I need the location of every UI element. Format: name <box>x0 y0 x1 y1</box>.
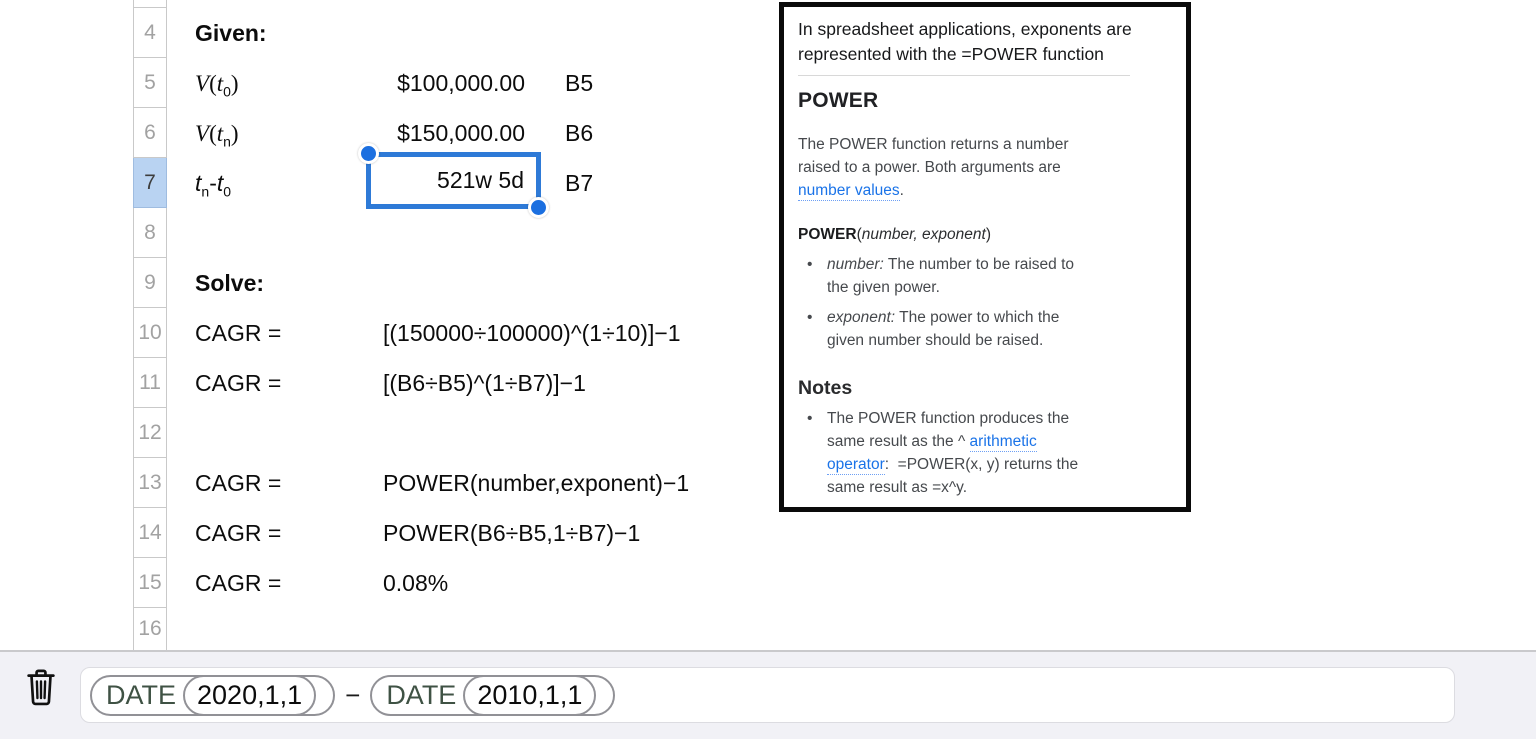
row-header-16[interactable]: 16 <box>133 608 167 650</box>
sheet-row-13: CAGR = POWER(number,exponent)−1 <box>0 458 779 508</box>
row-header-5[interactable]: 5 <box>133 58 167 108</box>
row-header-11[interactable]: 11 <box>133 358 167 408</box>
row-header-12[interactable]: 12 <box>133 408 167 458</box>
cell-c5-ref[interactable]: B5 <box>565 70 594 96</box>
cell-b13-formula[interactable]: POWER(number,exponent)−1 <box>383 470 690 496</box>
row-header-13[interactable]: 13 <box>133 458 167 508</box>
row-header-6[interactable]: 6 <box>133 108 167 158</box>
row-header-8[interactable]: 8 <box>133 208 167 258</box>
power-description: The POWER function returns a number rais… <box>798 136 1069 201</box>
cell-b11-formula[interactable]: [(B6÷B5)^(1÷B7)]−1 <box>383 370 586 396</box>
cell-a9-solve[interactable]: Solve: <box>195 270 265 296</box>
row-header-stub <box>133 0 167 8</box>
sheet-row-11: CAGR = [(B6÷B5)^(1÷B7)]−1 <box>0 358 779 408</box>
cell-b5-value[interactable]: $100,000.00 <box>397 70 525 96</box>
row-header-column: 4 5 6 7 8 9 10 11 12 13 14 15 16 <box>133 0 167 652</box>
cell-a14-cagr[interactable]: CAGR = <box>195 520 282 546</box>
row-header-10[interactable]: 10 <box>133 308 167 358</box>
power-function-help-panel: In spreadsheet applications, exponents a… <box>779 2 1191 512</box>
note-item: The POWER function produces the same res… <box>798 407 1086 499</box>
cell-c6-ref[interactable]: B6 <box>565 120 594 146</box>
help-panel-intro: In spreadsheet applications, exponents a… <box>798 19 1132 64</box>
sheet-row-14: CAGR = POWER(B6÷B5,1÷B7)−1 <box>0 508 779 558</box>
arithmetic-operator-link[interactable]: arithmetic operator <box>827 433 1037 475</box>
cell-a11-cagr[interactable]: CAGR = <box>195 370 282 396</box>
sheet-row-6: V(tn) B6 $150,000.00 <box>0 108 779 158</box>
sheet-row-5: V(t0) $100,000.00 B5 <box>0 58 779 108</box>
function-name: DATE <box>106 679 177 710</box>
row-header-9[interactable]: 9 <box>133 258 167 308</box>
param-number: number: The number to be raised to the g… <box>798 253 1098 299</box>
date-function-token-1[interactable]: DATE 2020,1,1 <box>90 674 336 716</box>
sheet-row-10: CAGR = [(150000÷100000)^(1÷10)]−1 <box>0 308 779 358</box>
trash-icon <box>22 669 60 713</box>
cell-a6-label[interactable]: V(tn) <box>195 121 239 150</box>
row-header-14[interactable]: 14 <box>133 508 167 558</box>
selected-cell-value: 521w 5d <box>437 167 524 193</box>
row-header-4[interactable]: 4 <box>133 8 167 58</box>
selection-handle-top-left[interactable] <box>358 143 379 164</box>
power-params-list: number: The number to be raised to the g… <box>798 253 1172 352</box>
sheet-row-9: Solve: <box>0 258 779 308</box>
function-name: DATE <box>386 679 457 710</box>
power-signature: POWER(number, exponent) <box>798 226 991 243</box>
date-function-token-2[interactable]: DATE 2010,1,1 <box>370 674 616 716</box>
power-title: POWER <box>798 89 879 112</box>
number-values-link[interactable]: number values <box>798 182 900 201</box>
formula-bar: DATE 2020,1,1 − DATE 2010,1,1 <box>0 650 1536 739</box>
cell-a5-label[interactable]: V(t0) <box>195 71 239 100</box>
cell-b14-formula[interactable]: POWER(B6÷B5,1÷B7)−1 <box>383 520 641 546</box>
sheet-row-15: CAGR = 0.08% <box>0 558 779 608</box>
selection-handle-bottom-right[interactable] <box>528 197 549 218</box>
cell-b15-formula[interactable]: 0.08% <box>383 570 449 596</box>
selected-cell-b7[interactable]: 521w 5d <box>358 143 549 218</box>
sheet-row-7: tn-t0 B7 <box>0 158 779 208</box>
param-exponent: exponent: The power to which the given n… <box>798 306 1098 352</box>
cell-c7-ref[interactable]: B7 <box>565 170 594 196</box>
cell-a15-cagr[interactable]: CAGR = <box>195 570 282 596</box>
cell-b10-formula[interactable]: [(150000÷100000)^(1÷10)]−1 <box>383 320 681 346</box>
notes-list: The POWER function produces the same res… <box>798 407 1172 499</box>
formula-input[interactable]: DATE 2020,1,1 − DATE 2010,1,1 <box>80 667 1455 723</box>
cell-a10-cagr[interactable]: CAGR = <box>195 320 282 346</box>
function-args[interactable]: 2010,1,1 <box>463 674 597 716</box>
cell-a13-cagr[interactable]: CAGR = <box>195 470 282 496</box>
sheet-row-4: Given: <box>0 8 779 58</box>
row-header-15[interactable]: 15 <box>133 558 167 608</box>
row-header-7-selected[interactable]: 7 <box>133 158 167 208</box>
cell-b6-value[interactable]: $150,000.00 <box>397 120 525 146</box>
help-panel-divider <box>798 75 1130 76</box>
notes-title: Notes <box>798 377 853 399</box>
function-args[interactable]: 2020,1,1 <box>183 674 317 716</box>
cell-a7-label[interactable]: tn-t0 <box>195 170 232 200</box>
minus-operator[interactable]: − <box>345 679 361 710</box>
cell-a4-given[interactable]: Given: <box>195 20 267 46</box>
delete-formula-button[interactable] <box>22 664 60 710</box>
